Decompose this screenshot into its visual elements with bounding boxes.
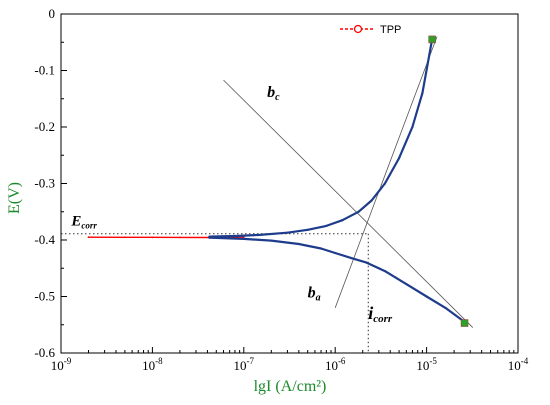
series-point	[411, 125, 414, 129]
x-tick-label: 10-4	[508, 356, 529, 373]
series-point	[286, 231, 289, 234]
series-point	[325, 224, 328, 227]
series-point	[179, 236, 181, 239]
x-tick-label: 10-5	[416, 356, 437, 373]
series-point	[357, 210, 360, 213]
end-marker	[460, 319, 469, 327]
annotation-ecorr: Ecorr	[70, 213, 97, 230]
plot-frame	[60, 13, 519, 354]
series-line-tpp	[88, 236, 244, 239]
y-axis: 0 -0.1 -0.2 -0.3 -0.4 -0.5 -0.6	[34, 6, 67, 360]
plot-area: bc ba Ecorr icorr	[61, 35, 474, 353]
series-point	[242, 237, 245, 240]
y-tick-label: -0.6	[34, 345, 55, 360]
y-tick-label: -0.1	[34, 63, 55, 78]
series-point	[383, 182, 387, 185]
series-point	[421, 92, 424, 95]
series-point	[370, 199, 373, 202]
x-tick-label: 10-6	[325, 356, 346, 373]
x-tick-label: 10-7	[234, 356, 255, 373]
series-point	[334, 251, 337, 255]
legend-marker-icon	[353, 24, 363, 34]
series-point	[319, 247, 323, 250]
series-point	[151, 236, 154, 239]
series-point	[208, 236, 211, 239]
series-point	[306, 228, 309, 231]
y-tick-label: -0.2	[34, 119, 55, 134]
y-tick-label: 0	[49, 6, 56, 21]
series-point	[397, 156, 401, 160]
y-axis-title: E(V)	[6, 182, 23, 214]
tafel-line	[334, 36, 438, 308]
y-tick-label: -0.4	[34, 232, 55, 247]
series-point	[123, 236, 126, 239]
x-tick-label: 10-8	[142, 356, 163, 373]
y-tick-label: -0.5	[34, 289, 55, 304]
series-point	[233, 234, 237, 238]
annotation-ba: ba	[308, 285, 321, 304]
series-point	[297, 242, 300, 246]
x-axis: 10-9 10-8 10-7 10-6 10-5 10-4	[51, 347, 529, 373]
annotation-icorr: icorr	[368, 303, 393, 325]
series-point	[270, 239, 273, 242]
legend-label: TPP	[380, 24, 401, 36]
tafel-line	[223, 79, 474, 328]
series-point	[425, 295, 428, 298]
series-line-branch	[209, 39, 434, 238]
series-point	[258, 233, 261, 237]
series-point	[405, 282, 408, 286]
series-point	[87, 236, 90, 239]
x-axis-title: lgI (A/cm²)	[254, 378, 327, 395]
end-marker	[428, 35, 436, 44]
series-line-branch	[209, 236, 466, 323]
x-tick-label: 10-9	[51, 356, 72, 373]
series-point	[365, 261, 368, 264]
annotation-bc: bc	[267, 84, 280, 103]
series-point	[350, 256, 353, 260]
series-point	[341, 219, 344, 222]
series-point	[444, 306, 447, 309]
legend: TPP	[340, 24, 401, 36]
series-point	[383, 269, 387, 273]
y-tick-label: -0.3	[34, 176, 55, 191]
